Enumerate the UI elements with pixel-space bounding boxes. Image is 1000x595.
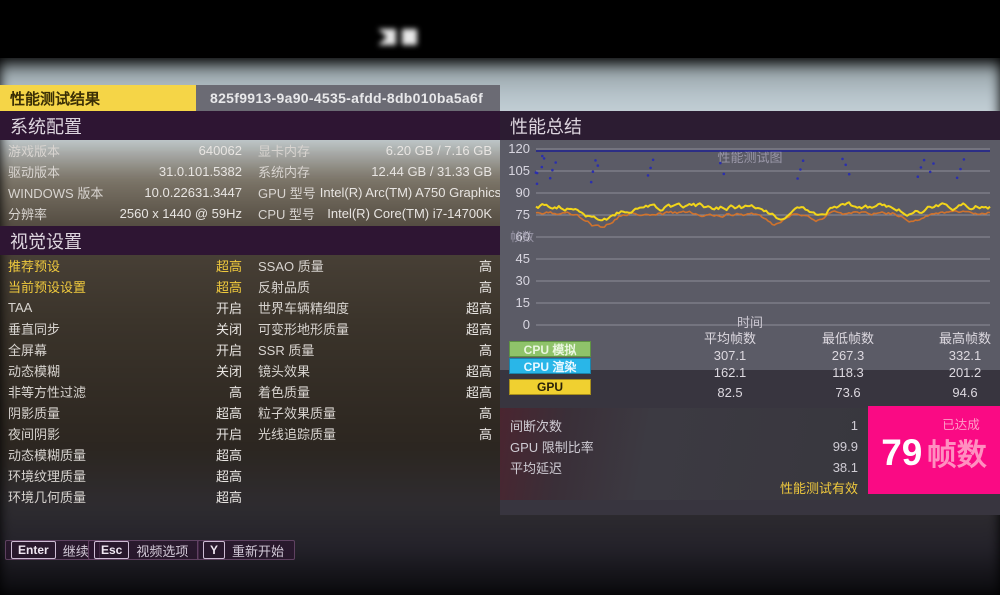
svg-text:75: 75 (516, 207, 530, 222)
svg-text:90: 90 (516, 185, 530, 200)
svg-text:105: 105 (508, 163, 530, 178)
svg-text:45: 45 (516, 251, 530, 266)
svg-text:120: 120 (508, 141, 530, 156)
svg-text:15: 15 (516, 295, 530, 310)
svg-text:帧数: 帧数 (510, 229, 534, 244)
svg-text:30: 30 (516, 273, 530, 288)
